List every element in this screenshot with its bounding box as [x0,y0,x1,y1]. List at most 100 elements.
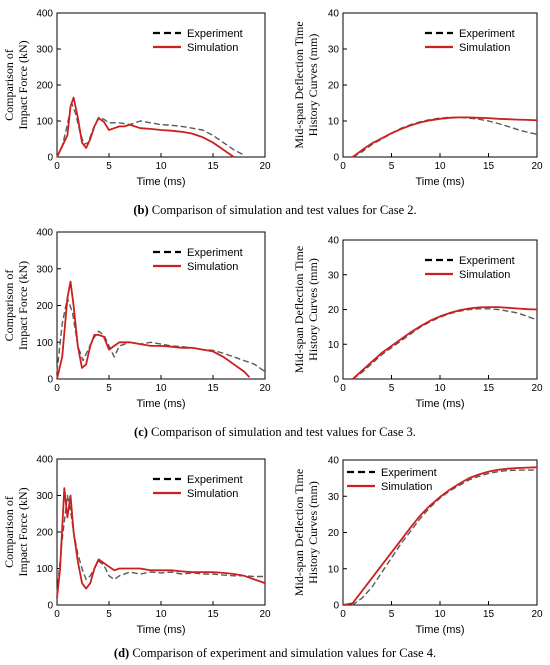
c-deflection-series-simulation [352,306,538,380]
d-force-x-tick-label: 15 [207,609,219,620]
d-deflection-plot-frame [342,459,538,606]
b-deflection-x-tick-label: 5 [389,161,395,172]
b-force-y-axis-label-line: Impact Force (kN) [16,40,30,129]
b-deflection-y-tick-label: 30 [328,45,340,56]
b-deflection-y-tick-label: 40 [328,9,340,20]
c-force-y-tick-label: 100 [36,338,53,349]
d-deflection-y-tick-label: 10 [328,564,340,575]
b-deflection-y-tick-label: 0 [333,153,339,164]
c-deflection-x-tick-label: 10 [434,383,446,394]
d-force-y-tick-label: 400 [36,455,53,466]
c-deflection-y-tick-label: 30 [328,270,340,281]
b-force-y-tick-label: 400 [36,9,53,20]
c-deflection-y-tick-label: 10 [328,340,340,351]
b-force-legend-label-experiment: Experiment [187,28,243,40]
d-deflection-x-tick-label: 5 [389,609,395,620]
c-force-series-experiment [56,297,266,373]
b-deflection-series-experiment [352,116,538,158]
c-force-x-tick-label: 10 [155,383,167,394]
d-deflection-x-tick-label: 15 [483,609,495,620]
b-deflection-x-tick-label: 15 [483,161,495,172]
d-deflection-x-tick-label: 0 [340,609,346,620]
d-force-y-axis-label-line: Impact Force (kN) [16,487,30,576]
b-force-x-tick-label: 20 [259,161,271,172]
caption-d-text: Comparison of experiment and simulation … [129,646,437,660]
b-deflection-series-simulation [352,116,538,158]
d-force-x-axis-label: Time (ms) [136,624,185,636]
caption-d: (d) Comparison of experiment and simulat… [0,646,550,661]
d-force-y-tick-label: 200 [36,528,53,539]
c-deflection-y-tick-label: 40 [328,236,340,247]
c-force-x-tick-label: 0 [54,383,60,394]
caption-b-letter: (b) [133,203,149,217]
d-force-x-tick-label: 5 [106,609,112,620]
c-deflection-legend-label-simulation: Simulation [459,269,510,281]
b-force-y-axis-label-line: Comparison of [2,49,16,121]
b-force-series-experiment [56,102,245,158]
d-force-y-axis-label-line: Comparison of [2,496,16,568]
d-deflection-y-tick-label: 30 [328,492,340,503]
c-force-series-simulation [56,280,251,380]
b-force-x-axis-label: Time (ms) [136,176,185,188]
d-deflection-x-tick-label: 10 [434,609,446,620]
c-deflection-y-tick-label: 0 [333,375,339,386]
b-deflection-x-tick-label: 10 [434,161,446,172]
d-force-y-tick-label: 100 [36,564,53,575]
c-force-legend-label-experiment: Experiment [187,247,243,259]
b-deflection-x-axis-label: Time (ms) [415,176,464,188]
c-deflection-y-tick-label: 20 [328,305,340,316]
d-deflection-y-axis-label-line: Mid-span Deflection Time [292,469,306,596]
d-force-x-tick-label: 10 [155,609,167,620]
c-force-y-tick-label: 200 [36,301,53,312]
d-force-legend-label-simulation: Simulation [187,488,238,500]
c-force-x-tick-label: 15 [207,383,219,394]
c-deflection-x-tick-label: 15 [483,383,495,394]
b-deflection-y-axis-label-line: History Curves (mm) [306,34,320,137]
d-deflection-y-tick-label: 20 [328,528,340,539]
b-force-legend-label-simulation: Simulation [187,42,238,54]
c-force-y-axis-label-line: Impact Force (kN) [16,261,30,350]
caption-c-text: Comparison of simulation and test values… [147,425,416,439]
b-deflection-x-tick-label: 0 [340,161,346,172]
d-deflection-series-experiment [343,469,537,606]
b-deflection-legend-label-simulation: Simulation [459,42,510,54]
c-deflection-x-tick-label: 0 [340,383,346,394]
c-deflection-x-tick-label: 20 [531,383,543,394]
d-force-x-tick-label: 20 [259,609,271,620]
c-deflection-legend-label-experiment: Experiment [459,255,515,267]
b-deflection-y-axis-label-line: Mid-span Deflection Time [292,21,306,148]
c-force-y-tick-label: 300 [36,264,53,275]
d-deflection-x-tick-label: 20 [531,609,543,620]
d-deflection-legend-label-simulation: Simulation [381,481,432,493]
caption-c: (c) Comparison of simulation and test va… [0,425,550,440]
d-deflection-x-axis-label: Time (ms) [415,624,464,636]
c-force-x-axis-label: Time (ms) [136,398,185,410]
d-force-legend-label-experiment: Experiment [187,474,243,486]
d-deflection-chart: 0 5 10 15 20 0 10 20 30 40 Time (ms) Mid-span Defle… [292,456,543,637]
d-force-y-tick-label: 0 [47,601,53,612]
d-deflection-y-tick-label: 40 [328,456,340,467]
c-force-y-tick-label: 0 [47,375,53,386]
d-deflection-y-tick-label: 0 [333,601,339,612]
b-deflection-x-tick-label: 20 [531,161,543,172]
c-force-y-tick-label: 400 [36,228,53,239]
c-deflection-x-tick-label: 5 [389,383,395,394]
b-force-y-tick-label: 200 [36,81,53,92]
b-force-x-tick-label: 10 [155,161,167,172]
b-force-y-tick-label: 100 [36,117,53,128]
b-force-x-tick-label: 15 [207,161,219,172]
b-force-y-tick-label: 300 [36,45,53,56]
caption-d-letter: (d) [113,646,130,660]
caption-b-text: Comparison of simulation and test values… [148,203,417,217]
d-force-x-tick-label: 0 [54,609,60,620]
caption-b: (b) Comparison of simulation and test va… [0,203,550,218]
caption-c-letter: (c) [134,425,148,439]
b-force-series-simulation [56,96,235,158]
c-force-x-tick-label: 5 [106,383,112,394]
d-deflection-y-axis-label-line: History Curves (mm) [306,481,320,584]
c-deflection-chart: 0 5 10 15 20 0 10 20 30 40 Time (ms) Mid-span Defle… [292,236,543,411]
c-force-legend-label-simulation: Simulation [187,261,238,273]
